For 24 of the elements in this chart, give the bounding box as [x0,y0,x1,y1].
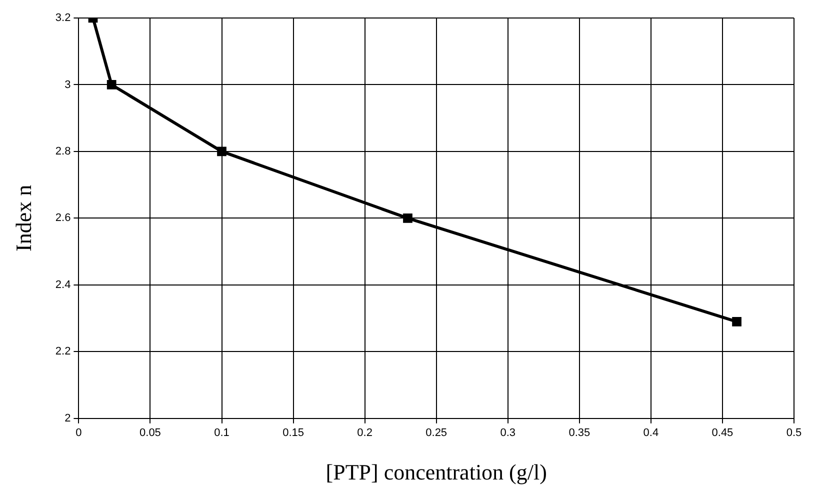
x-tick-label: 0.2 [357,427,372,440]
point [106,80,116,90]
x-tick-label: 0.45 [712,427,734,440]
point [403,214,412,223]
y-axis-title: Index n [10,184,36,252]
x-tick-label: 0.5 [786,427,802,440]
x-tick-label: 0.4 [643,427,659,440]
x-tick-label: 0.05 [140,427,161,440]
x-tick-label: 0.15 [282,427,304,440]
x-tick-label: 0.3 [500,427,516,440]
x-tick-label: 0 [76,427,82,440]
x-axis-title: [PTP] concentration (g/l) [326,460,547,485]
x-tick-label: 0.35 [568,427,590,440]
y-tick-label: 2.6 [55,212,71,224]
y-tick-label: 3 [64,78,71,91]
point [732,316,742,326]
y-tick-label: 3.2 [55,12,71,24]
point [217,146,226,156]
y-tick-label: 2 [64,412,71,424]
x-tick-label: 0.1 [214,427,230,440]
x-tick-label: 0.25 [426,427,448,440]
y-tick-label: 2.4 [55,278,71,291]
y-tick-label: 2.2 [55,346,71,358]
y-tick-label: 2.8 [55,146,71,158]
